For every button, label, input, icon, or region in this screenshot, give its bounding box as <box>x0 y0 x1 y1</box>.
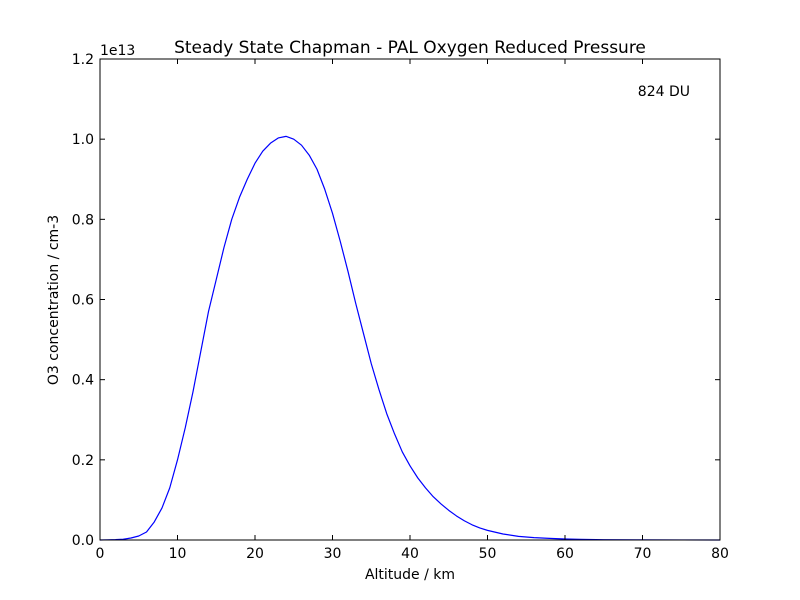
x-tick-label: 0 <box>96 546 105 562</box>
y-tick-label: 0.4 <box>72 373 94 389</box>
x-tick-label: 30 <box>324 546 342 562</box>
x-tick-label: 10 <box>169 546 187 562</box>
chart-title: Steady State Chapman - PAL Oxygen Reduce… <box>174 38 646 58</box>
y-tick-label: 1.2 <box>72 52 94 68</box>
x-tick-label: 70 <box>634 546 652 562</box>
tick-layer: 0 10 20 30 40 50 60 70 80 0.0 0.2 0.4 0.6 0.8 1.0 1.2 <box>72 52 729 562</box>
x-axis-label: Altitude / km <box>365 567 455 583</box>
x-tick-label: 60 <box>556 546 574 562</box>
y-tick-label: 0.2 <box>72 453 94 469</box>
plot-area <box>100 59 720 540</box>
y-tick-label: 0.6 <box>72 293 94 309</box>
plot-frame <box>99 58 721 541</box>
series-line <box>99 135 721 541</box>
series-layer <box>99 135 721 541</box>
x-tick-label: 40 <box>401 546 419 562</box>
x-tick-label: 20 <box>246 546 264 562</box>
x-tick-label: 50 <box>479 546 497 562</box>
y-axis-label: O3 concentration / cm-3 <box>46 215 62 385</box>
y-tick-label: 0.8 <box>72 212 94 228</box>
annotation-du: 824 DU <box>638 84 690 100</box>
x-tick-label: 80 <box>711 546 729 562</box>
y-offset-label: 1e13 <box>100 43 135 59</box>
y-tick-label: 0.0 <box>72 533 94 549</box>
y-tick-label: 1.0 <box>72 132 94 148</box>
